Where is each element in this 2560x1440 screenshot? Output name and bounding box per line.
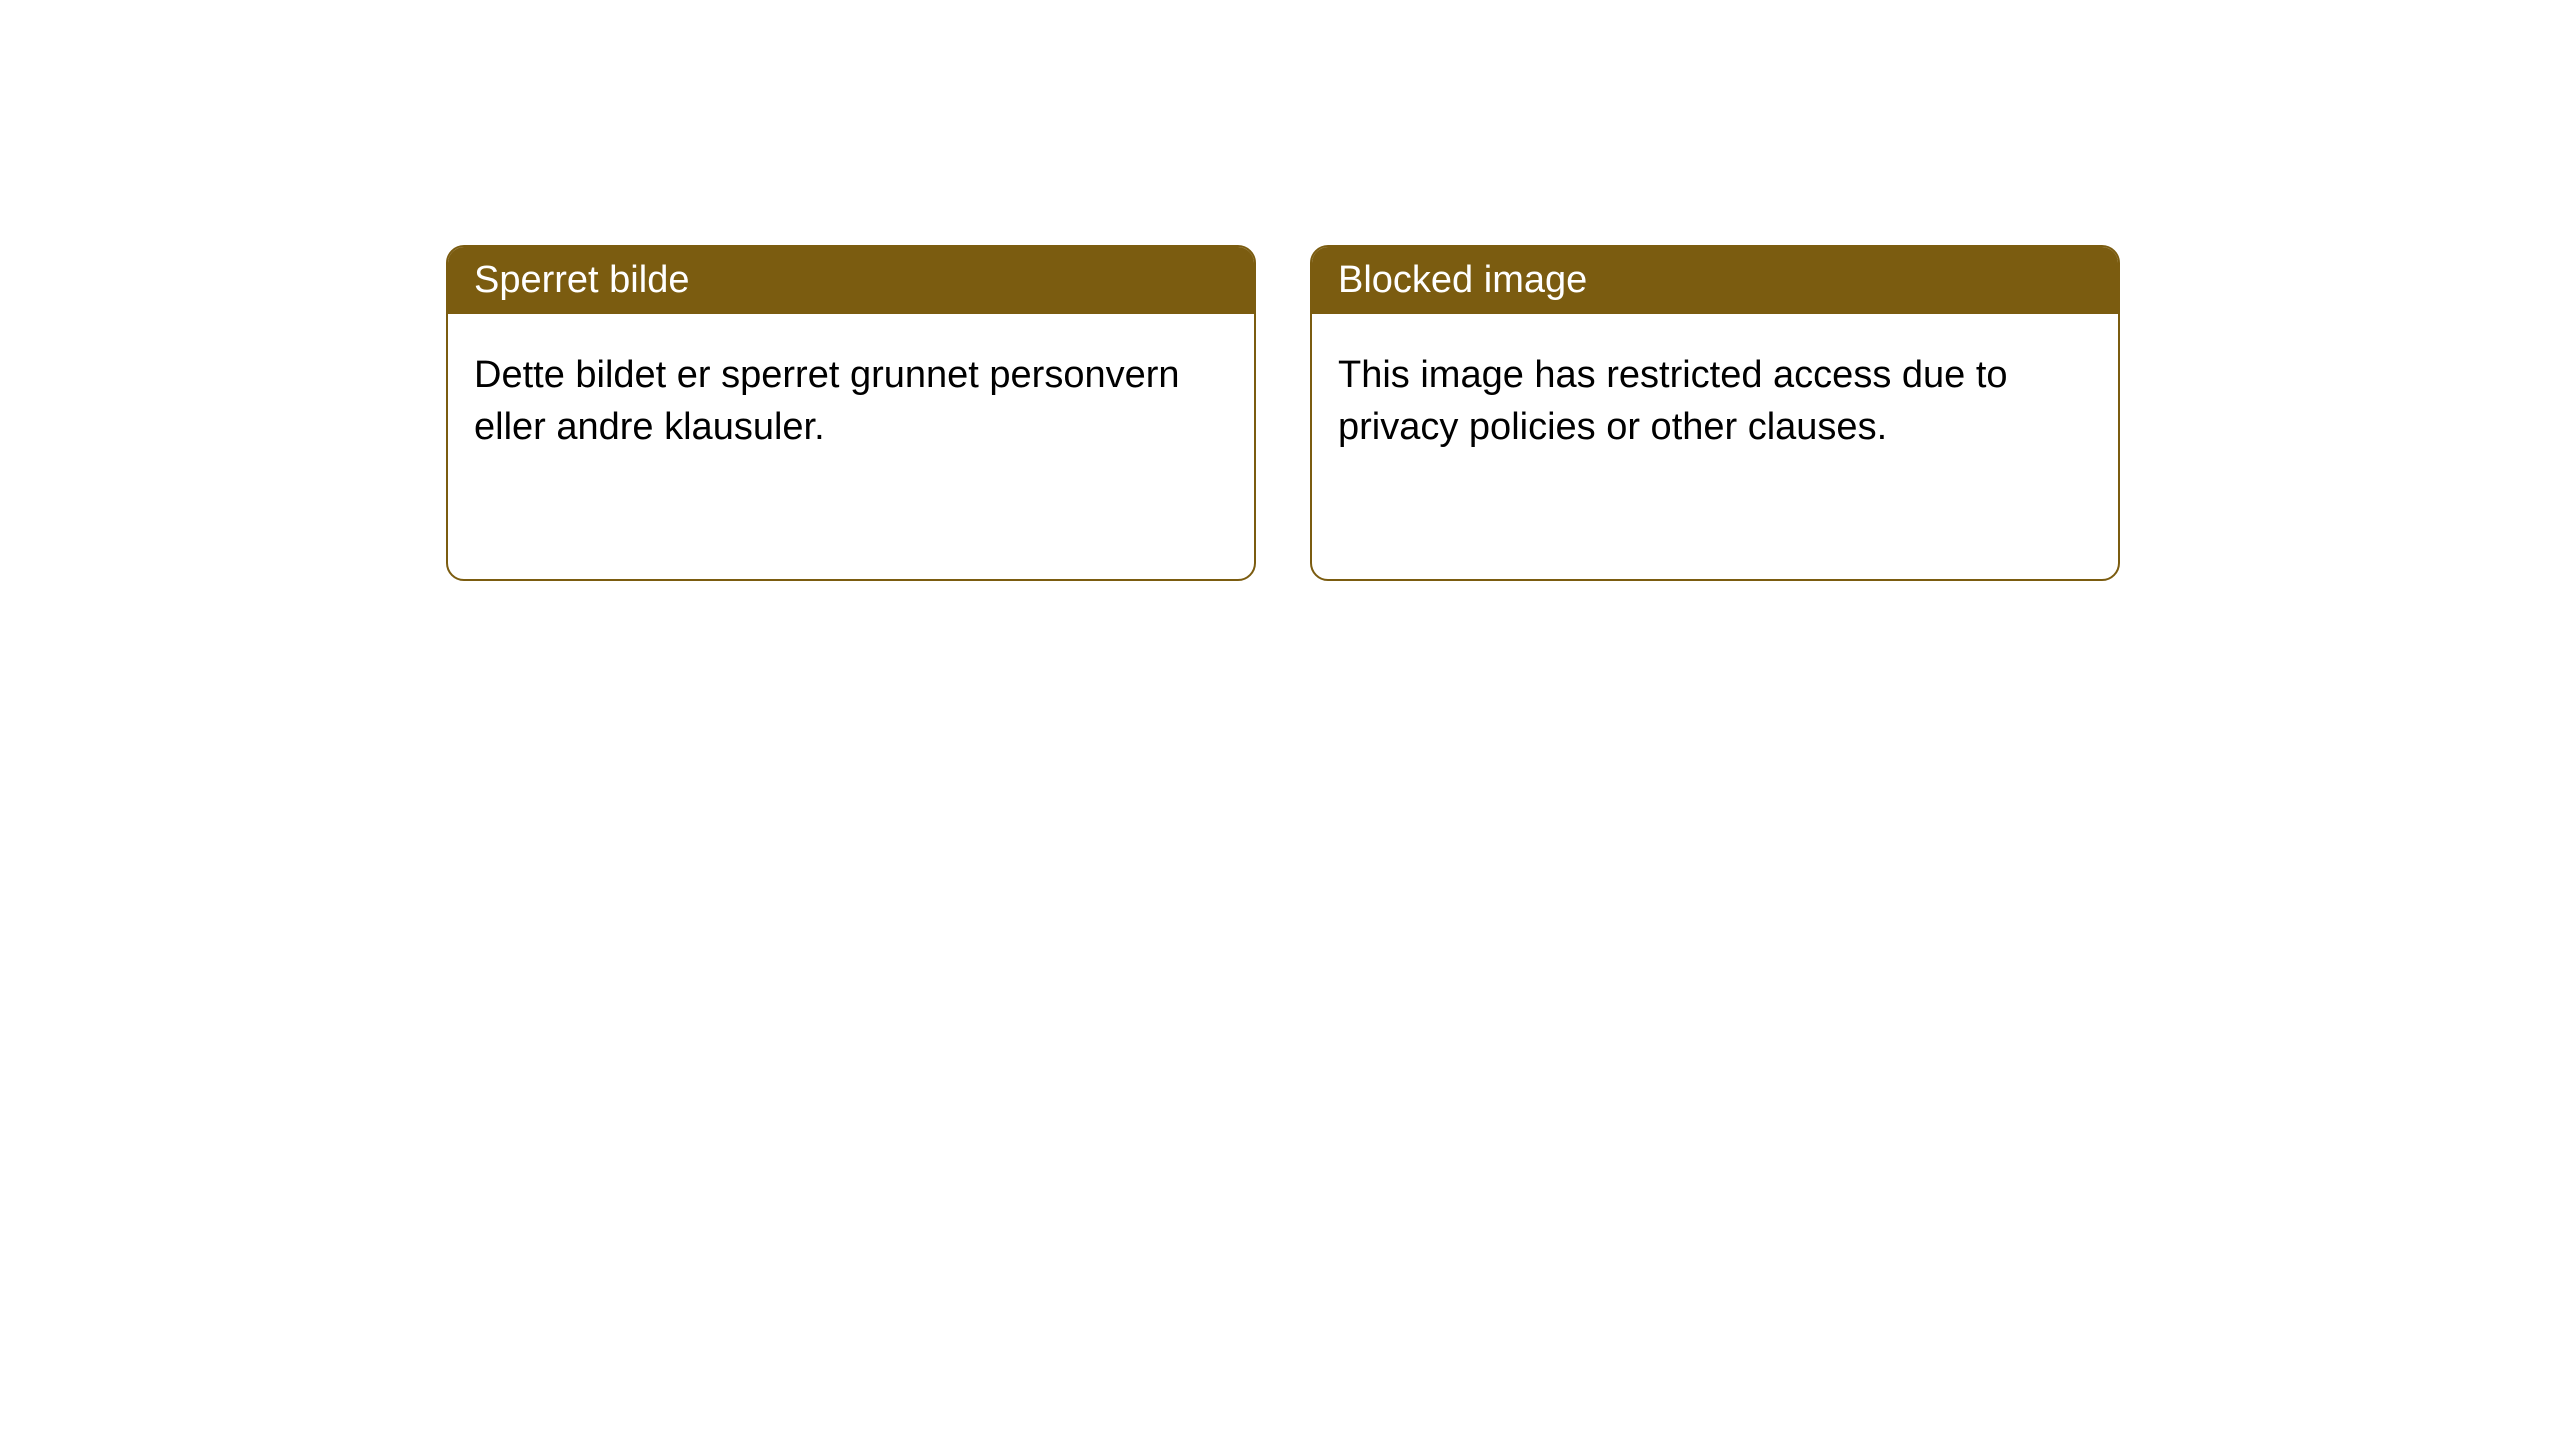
card-body: This image has restricted access due to …	[1312, 314, 2118, 489]
card-header: Blocked image	[1312, 247, 2118, 314]
card-body: Dette bildet er sperret grunnet personve…	[448, 314, 1254, 489]
notice-card-norwegian: Sperret bilde Dette bildet er sperret gr…	[446, 245, 1256, 581]
notice-card-english: Blocked image This image has restricted …	[1310, 245, 2120, 581]
card-body-text: This image has restricted access due to …	[1338, 354, 2008, 448]
card-header: Sperret bilde	[448, 247, 1254, 314]
notice-cards-container: Sperret bilde Dette bildet er sperret gr…	[446, 245, 2120, 581]
card-title: Blocked image	[1338, 259, 1587, 301]
card-title: Sperret bilde	[474, 259, 689, 301]
card-body-text: Dette bildet er sperret grunnet personve…	[474, 354, 1180, 448]
